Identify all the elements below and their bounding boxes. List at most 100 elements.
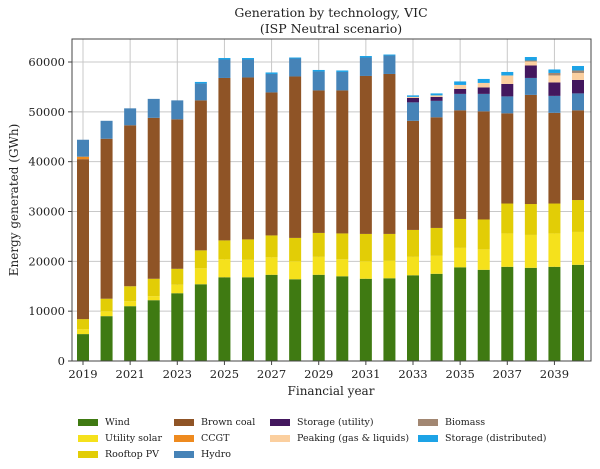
- bar-segment-hydro: [124, 108, 137, 126]
- bar-segment-peaking-gas-liquids: [430, 95, 443, 97]
- bar-segment-rooftop-pv: [124, 286, 137, 302]
- bar-segment-storage-distributed: [524, 57, 537, 61]
- bar-segment-rooftop-pv: [336, 233, 349, 260]
- bar-segment-peaking-gas-liquids: [572, 72, 584, 80]
- bar-segment-hydro: [524, 77, 537, 95]
- x-axis-label: Financial year: [288, 384, 375, 398]
- bar-segment-biomass: [572, 70, 584, 73]
- bar-segment-storage-distributed: [242, 58, 254, 60]
- x-tick-label: 2027: [257, 367, 286, 381]
- bar-segment-hydro: [171, 100, 184, 120]
- bar-segment-storage-distributed: [501, 71, 514, 76]
- y-tick-label: 40000: [28, 155, 65, 169]
- bar-segment-utility-solar: [171, 284, 184, 294]
- bar-segment-hydro: [312, 71, 325, 91]
- legend-swatch: [174, 419, 194, 426]
- bar-segment-rooftop-pv: [242, 239, 254, 260]
- bar-segment-hydro: [289, 58, 302, 77]
- legend: Wind Brown coal Storage (utility) Biomass Ut…: [78, 416, 598, 461]
- bar-segment-brown-coal: [572, 110, 584, 201]
- bar-segment-storage-distributed: [454, 81, 467, 85]
- x-tick-label: 2023: [163, 367, 192, 381]
- legend-swatch: [174, 435, 194, 442]
- bar-segment-rooftop-pv: [477, 219, 490, 250]
- bar-segment-utility-solar: [147, 296, 160, 301]
- bar-segment-brown-coal: [147, 117, 160, 279]
- bar-segment-brown-coal: [218, 77, 231, 241]
- bar-stack-2024: [194, 81, 207, 361]
- bar-segment-utility-solar: [572, 231, 584, 265]
- bar-stack-2022: [147, 98, 160, 361]
- bar-segment-ccgt: [77, 156, 89, 160]
- bar-segment-utility-solar: [430, 255, 443, 274]
- bar-segment-storage-distributed: [218, 58, 231, 60]
- bar-segment-utility-solar: [407, 256, 419, 276]
- bar-segment-rooftop-pv: [265, 235, 278, 258]
- legend-item: Brown coal: [174, 416, 270, 429]
- legend-label: Biomass: [445, 417, 486, 428]
- legend-label: CCGT: [201, 433, 230, 444]
- bar-segment-peaking-gas-liquids: [524, 61, 537, 66]
- bar-segment-utility-solar: [548, 233, 561, 267]
- bar-stack-2035: [454, 81, 467, 361]
- legend-swatch: [78, 419, 98, 426]
- x-tick-label: 2033: [398, 367, 427, 381]
- bar-stack-2028: [289, 57, 302, 361]
- bar-segment-wind: [100, 316, 113, 361]
- bar-segment-rooftop-pv: [100, 298, 113, 312]
- bar-segment-storage-utility: [407, 97, 419, 103]
- bar-segment-brown-coal: [100, 138, 113, 299]
- bars: [77, 54, 584, 361]
- bar-segment-wind: [171, 293, 184, 361]
- bar-segment-utility-solar: [336, 259, 349, 277]
- y-tick-label: 50000: [28, 105, 65, 119]
- x-axis: 2019 2021 2023 2025 2027 2029 2031 2033 2035 2037…: [68, 361, 569, 381]
- bar-stack-2040: [572, 65, 584, 361]
- legend-label: Utility solar: [105, 433, 162, 444]
- bar-segment-peaking-gas-liquids: [477, 82, 490, 88]
- legend-item: Storage (utility): [270, 416, 418, 429]
- bar-stack-2029: [312, 69, 325, 361]
- legend-item: Storage (distributed): [418, 432, 568, 445]
- bar-segment-utility-solar: [265, 257, 278, 275]
- bar-stack-2038: [524, 57, 537, 361]
- bar-segment-wind: [218, 277, 231, 361]
- bar-segment-wind: [194, 284, 207, 361]
- bar-segment-storage-distributed: [572, 65, 584, 71]
- bar-segment-rooftop-pv: [501, 203, 514, 234]
- bar-segment-brown-coal: [242, 77, 254, 240]
- legend-item: Hydro: [174, 448, 270, 461]
- bar-segment-utility-solar: [501, 233, 514, 267]
- bar-segment-utility-solar: [77, 329, 89, 335]
- bar-segment-hydro: [430, 100, 443, 118]
- bar-segment-biomass: [548, 72, 561, 76]
- bar-segment-hydro: [336, 71, 349, 91]
- legend-label: Storage (distributed): [445, 433, 547, 444]
- bar-segment-hydro: [359, 57, 372, 76]
- y-tick-label: 30000: [28, 205, 65, 219]
- y-tick-label: 60000: [28, 55, 65, 69]
- bar-segment-storage-utility: [501, 83, 514, 97]
- legend-label: Brown coal: [201, 417, 256, 428]
- bar-segment-rooftop-pv: [77, 319, 89, 330]
- bar-segment-rooftop-pv: [194, 250, 207, 269]
- bar-segment-biomass: [524, 60, 537, 62]
- x-tick-label: 2031: [351, 367, 380, 381]
- legend-swatch: [270, 435, 290, 442]
- x-tick-label: 2039: [540, 367, 569, 381]
- bar-segment-wind: [289, 279, 302, 361]
- bar-segment-wind: [430, 273, 443, 361]
- chart-title: Generation by technology, VIC: [234, 5, 427, 20]
- bar-segment-storage-distributed: [312, 69, 325, 72]
- bar-segment-utility-solar: [383, 260, 396, 279]
- bar-segment-wind: [407, 275, 419, 361]
- bar-stack-2034: [430, 93, 443, 361]
- bar-segment-storage-utility: [477, 87, 490, 94]
- bar-segment-utility-solar: [194, 268, 207, 285]
- legend-swatch: [418, 435, 438, 442]
- bar-segment-utility-solar: [289, 261, 302, 280]
- bar-stack-2037: [501, 71, 514, 361]
- bar-segment-utility-solar: [454, 247, 467, 268]
- bar-segment-rooftop-pv: [407, 229, 419, 257]
